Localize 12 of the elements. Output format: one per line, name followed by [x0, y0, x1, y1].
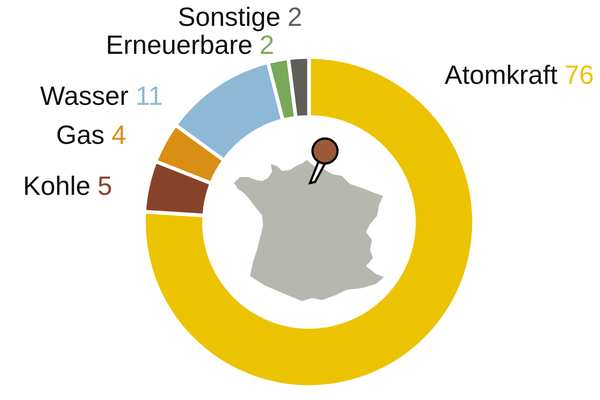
- data-label: 2: [260, 35, 273, 54]
- data-label: 2: [288, 7, 301, 26]
- data-label: 4: [112, 126, 126, 144]
- slice-label: Wasser: [40, 86, 128, 106]
- data-label: 11: [138, 86, 162, 105]
- slice-label: Atomkraft: [444, 64, 558, 84]
- data-label: 76: [566, 65, 593, 84]
- data-label: 5: [98, 176, 112, 196]
- slice-label: Sonstige: [179, 6, 280, 32]
- slice-label: Erneuerbare: [108, 34, 252, 54]
- slice-label: Kohle: [25, 176, 90, 196]
- slice-label: Gas: [57, 125, 104, 144]
